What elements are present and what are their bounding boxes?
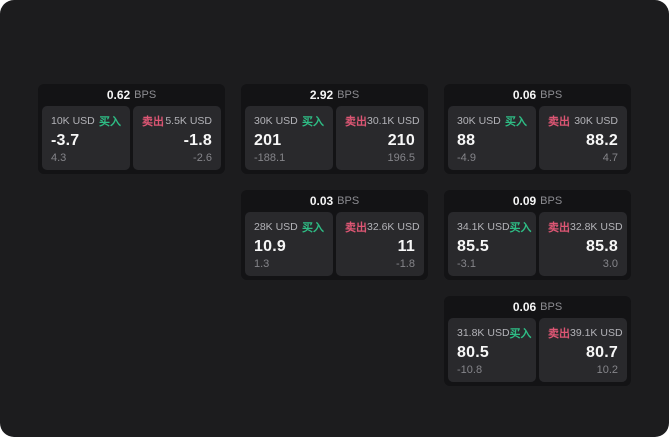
quote-card: 0.06 BPS 30K USD 买入 88 -4.9 卖出 30K USD [444,84,631,174]
sell-quote-panel[interactable]: 卖出 30K USD 88.2 4.7 [539,106,627,170]
buy-price: -3.7 [51,132,80,149]
card-header: 0.03 BPS [241,190,428,211]
sell-amount-label: 32.6K USD [367,221,420,233]
sell-sub-value: 3.0 [602,258,618,270]
bps-value: 0.06 [512,299,537,314]
sell-sub-value: 10.2 [596,364,618,376]
sell-price: 85.8 [586,238,618,255]
bps-value: 0.06 [512,87,537,102]
sell-quote-panel[interactable]: 卖出 5.5K USD -1.8 -2.6 [133,106,221,170]
buy-price: 88 [457,132,476,149]
buy-amount-label: 28K USD [254,221,298,233]
card-body: 10K USD 买入 -3.7 4.3 卖出 5.5K USD -1.8 -2.… [38,105,225,174]
buy-quote-panel[interactable]: 10K USD 买入 -3.7 4.3 [42,106,130,170]
card-header: 0.62 BPS [38,84,225,105]
sell-price: -1.8 [183,132,212,149]
bps-value: 0.09 [512,193,537,208]
bps-unit-label: BPS [337,88,360,101]
buy-tag: 买入 [99,116,121,128]
sell-sub-value: 196.5 [387,152,415,164]
card-body: 31.8K USD 买入 80.5 -10.8 卖出 39.1K USD 80.… [444,317,631,386]
bps-value: 0.03 [309,193,334,208]
bps-value: 2.92 [309,87,334,102]
bps-unit-label: BPS [540,300,563,313]
sell-amount-label: 30K USD [574,115,618,127]
sell-quote-panel[interactable]: 卖出 32.6K USD 11 -1.8 [336,212,424,276]
sell-quote-panel[interactable]: 卖出 32.8K USD 85.8 3.0 [539,212,627,276]
buy-tag: 买入 [505,116,527,128]
buy-sub-value: -4.9 [457,152,476,164]
buy-amount-label: 31.8K USD [457,327,510,339]
quote-grid: 0.62 BPS 10K USD 买入 -3.7 4.3 卖出 5.5K USD [38,84,631,386]
sell-price: 88.2 [586,132,618,149]
card-header: 0.06 BPS [444,296,631,317]
buy-tag: 买入 [509,328,532,340]
bps-unit-label: BPS [540,88,563,101]
buy-sub-value: 4.3 [51,152,67,164]
sell-amount-label: 5.5K USD [165,115,212,127]
sell-amount-label: 30.1K USD [367,115,420,127]
buy-quote-panel[interactable]: 30K USD 买入 88 -4.9 [448,106,536,170]
sell-tag: 卖出 [548,328,570,340]
card-body: 30K USD 买入 201 -188.1 卖出 30.1K USD 210 1… [241,105,428,174]
buy-amount-label: 34.1K USD [457,221,510,233]
sell-amount-label: 32.8K USD [570,221,623,233]
sell-price: 11 [397,238,415,255]
sell-tag: 卖出 [345,116,367,128]
sell-tag: 卖出 [345,222,367,234]
sell-sub-value: 4.7 [602,152,618,164]
quote-card: 0.06 BPS 31.8K USD 买入 80.5 -10.8 卖出 39.1… [444,296,631,386]
card-body: 28K USD 买入 10.9 1.3 卖出 32.6K USD 11 -1.8 [241,211,428,280]
buy-sub-value: -10.8 [457,364,483,376]
card-header: 0.06 BPS [444,84,631,105]
buy-tag: 买入 [302,116,324,128]
card-body: 34.1K USD 买入 85.5 -3.1 卖出 32.8K USD 85.8… [444,211,631,280]
sell-amount-label: 39.1K USD [570,327,623,339]
buy-quote-panel[interactable]: 34.1K USD 买入 85.5 -3.1 [448,212,536,276]
buy-sub-value: 1.3 [254,258,270,270]
buy-price: 10.9 [254,238,286,255]
bps-unit-label: BPS [337,194,360,207]
sell-sub-value: -2.6 [193,152,212,164]
sell-price: 210 [387,132,415,149]
buy-quote-panel[interactable]: 30K USD 买入 201 -188.1 [245,106,333,170]
buy-amount-label: 10K USD [51,115,95,127]
buy-amount-label: 30K USD [254,115,298,127]
sell-sub-value: -1.8 [396,258,415,270]
sell-price: 80.7 [586,344,618,361]
sell-tag: 卖出 [548,222,570,234]
buy-tag: 买入 [302,222,324,234]
card-body: 30K USD 买入 88 -4.9 卖出 30K USD 88.2 4.7 [444,105,631,174]
bps-value: 0.62 [106,87,131,102]
sell-tag: 卖出 [548,116,570,128]
quote-card: 0.09 BPS 34.1K USD 买入 85.5 -3.1 卖出 32.8K… [444,190,631,280]
card-header: 0.09 BPS [444,190,631,211]
buy-price: 80.5 [457,344,489,361]
buy-quote-panel[interactable]: 28K USD 买入 10.9 1.3 [245,212,333,276]
buy-quote-panel[interactable]: 31.8K USD 买入 80.5 -10.8 [448,318,536,382]
buy-sub-value: -188.1 [254,152,286,164]
sell-quote-panel[interactable]: 卖出 39.1K USD 80.7 10.2 [539,318,627,382]
sell-tag: 卖出 [142,116,164,128]
buy-tag: 买入 [509,222,532,234]
buy-price: 201 [254,132,282,149]
buy-sub-value: -3.1 [457,258,476,270]
sell-quote-panel[interactable]: 卖出 30.1K USD 210 196.5 [336,106,424,170]
quote-card: 0.03 BPS 28K USD 买入 10.9 1.3 卖出 32.6K US… [241,190,428,280]
buy-amount-label: 30K USD [457,115,501,127]
bps-unit-label: BPS [134,88,157,101]
quote-card: 0.62 BPS 10K USD 买入 -3.7 4.3 卖出 5.5K USD [38,84,225,174]
buy-price: 85.5 [457,238,489,255]
card-header: 2.92 BPS [241,84,428,105]
bps-unit-label: BPS [540,194,563,207]
quote-card: 2.92 BPS 30K USD 买入 201 -188.1 卖出 30.1K … [241,84,428,174]
